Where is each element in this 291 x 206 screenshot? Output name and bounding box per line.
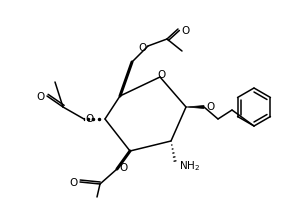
Text: O: O [138, 43, 146, 53]
Text: O: O [36, 91, 44, 102]
Text: O: O [69, 177, 77, 187]
Text: O: O [85, 114, 93, 123]
Text: O: O [157, 70, 165, 80]
Polygon shape [186, 106, 204, 109]
Text: O: O [119, 162, 127, 172]
Text: O: O [206, 102, 214, 111]
Text: NH$_2$: NH$_2$ [179, 158, 200, 172]
Text: O: O [181, 26, 189, 36]
